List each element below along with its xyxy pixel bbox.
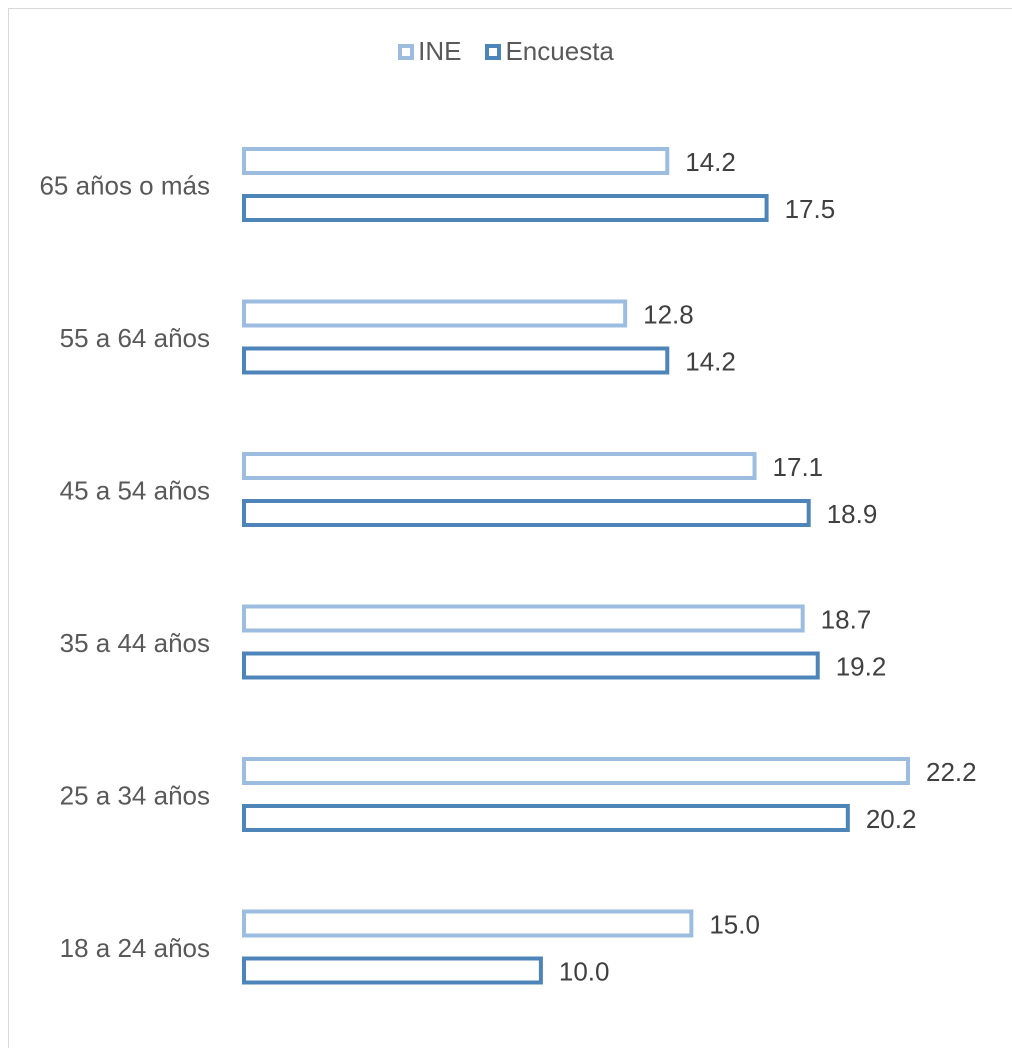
bar-ine bbox=[242, 147, 670, 175]
bar-ine bbox=[242, 757, 910, 785]
data-label: 10.0 bbox=[559, 957, 610, 987]
legend-swatch-ine bbox=[398, 43, 415, 60]
chart-area bbox=[8, 8, 1012, 1048]
legend-item-ine: INE bbox=[398, 36, 461, 67]
data-label: 15.0 bbox=[709, 910, 760, 940]
category-label: 45 a 54 años bbox=[60, 476, 210, 506]
data-label: 17.5 bbox=[785, 194, 836, 224]
category-label: 25 a 34 años bbox=[60, 781, 210, 811]
data-label: 12.8 bbox=[643, 300, 694, 330]
data-label: 17.1 bbox=[773, 452, 824, 482]
bar-encuesta bbox=[242, 956, 543, 985]
category-label: 35 a 44 años bbox=[60, 628, 210, 658]
bar-encuesta bbox=[242, 651, 820, 680]
legend-label-encuesta: Encuesta bbox=[505, 36, 614, 66]
legend-item-encuesta: Encuesta bbox=[485, 36, 614, 67]
bar-ine bbox=[242, 452, 757, 480]
bar-encuesta bbox=[242, 804, 850, 832]
data-label: 14.2 bbox=[685, 147, 736, 177]
category-label: 55 a 64 años bbox=[60, 323, 210, 353]
category-label: 65 años o más bbox=[39, 171, 210, 201]
bar-encuesta bbox=[242, 346, 670, 375]
legend-swatch-encuesta bbox=[485, 43, 502, 60]
data-label: 14.2 bbox=[685, 347, 736, 377]
bar-ine bbox=[242, 604, 805, 633]
legend: INE Encuesta bbox=[0, 36, 1012, 67]
bar-encuesta bbox=[242, 499, 811, 527]
bar-encuesta bbox=[242, 194, 769, 222]
data-label: 18.7 bbox=[821, 605, 872, 635]
data-label: 20.2 bbox=[866, 804, 917, 834]
data-label: 22.2 bbox=[926, 757, 977, 787]
category-label: 18 a 24 años bbox=[60, 933, 210, 963]
bar-ine bbox=[242, 909, 694, 938]
data-label: 18.9 bbox=[827, 499, 878, 529]
bar-ine bbox=[242, 299, 628, 328]
data-label: 19.2 bbox=[836, 652, 887, 682]
legend-label-ine: INE bbox=[418, 36, 462, 66]
